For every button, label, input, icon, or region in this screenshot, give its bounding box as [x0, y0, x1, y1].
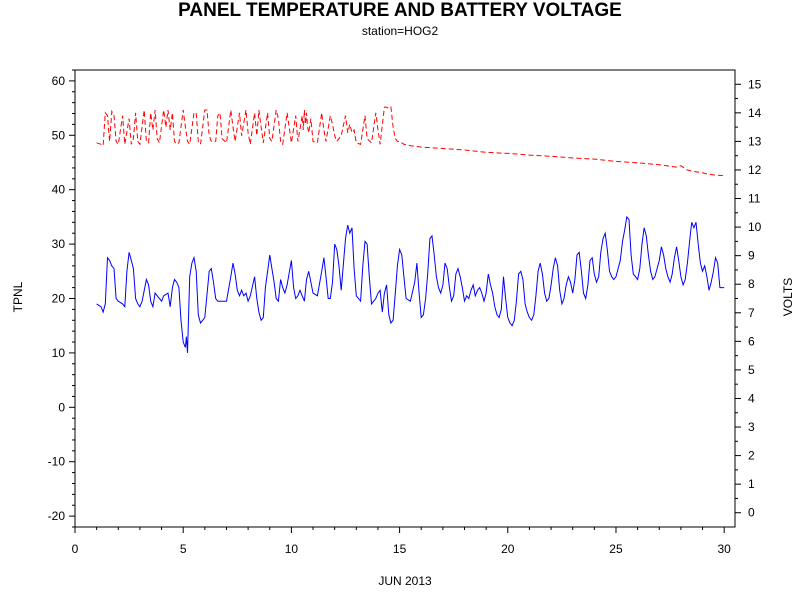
x-tick-label: 25 — [609, 542, 623, 556]
x-axis: 0 5 10 15 20 25 30 — [72, 527, 732, 556]
x-tick-label: 20 — [501, 542, 515, 556]
x-tick-label: 10 — [285, 542, 299, 556]
right-tick-label: 6 — [748, 334, 755, 348]
x-tick-label: 30 — [718, 542, 732, 556]
right-tick-label: 12 — [748, 163, 762, 177]
right-tick-label: 9 — [748, 249, 755, 263]
left-tick-label: 40 — [52, 183, 66, 197]
right-tick-label: 2 — [748, 449, 755, 463]
left-y-axis: -20 -10 0 10 20 30 40 50 60 — [48, 69, 75, 528]
right-tick-label: 13 — [748, 134, 762, 148]
x-axis-label: JUN 2013 — [378, 574, 432, 588]
right-tick-label: 1 — [748, 477, 755, 491]
left-tick-label: 10 — [52, 346, 66, 360]
left-tick-label: -10 — [48, 455, 66, 469]
right-tick-label: 7 — [748, 306, 755, 320]
right-axis-label: VOLTS — [781, 278, 795, 316]
panel-temperature-line — [96, 215, 725, 353]
left-axis-label: TPNL — [11, 281, 25, 312]
right-tick-label: 10 — [748, 220, 762, 234]
right-tick-label: 15 — [748, 77, 762, 91]
x-tick-label: 15 — [393, 542, 407, 556]
series-group — [96, 106, 725, 353]
right-tick-label: 8 — [748, 277, 755, 291]
left-tick-label: -20 — [48, 509, 66, 523]
right-tick-label: 0 — [748, 506, 755, 520]
right-tick-label: 4 — [748, 391, 755, 405]
chart-subtitle: station=HOG2 — [361, 24, 439, 38]
battery-voltage-line — [96, 106, 725, 177]
x-tick-label: 5 — [180, 542, 187, 556]
left-tick-label: 30 — [52, 237, 66, 251]
right-tick-label: 5 — [748, 363, 755, 377]
right-tick-label: 14 — [748, 106, 762, 120]
left-tick-label: 50 — [52, 128, 66, 142]
right-tick-label: 11 — [748, 192, 761, 206]
left-tick-label: 60 — [52, 74, 66, 88]
chart-title: PANEL TEMPERATURE AND BATTERY VOLTAGE — [178, 0, 622, 21]
x-tick-label: 0 — [72, 542, 79, 556]
left-tick-label: 20 — [52, 292, 66, 306]
left-tick-label: 0 — [58, 400, 65, 414]
right-tick-label: 3 — [748, 420, 755, 434]
